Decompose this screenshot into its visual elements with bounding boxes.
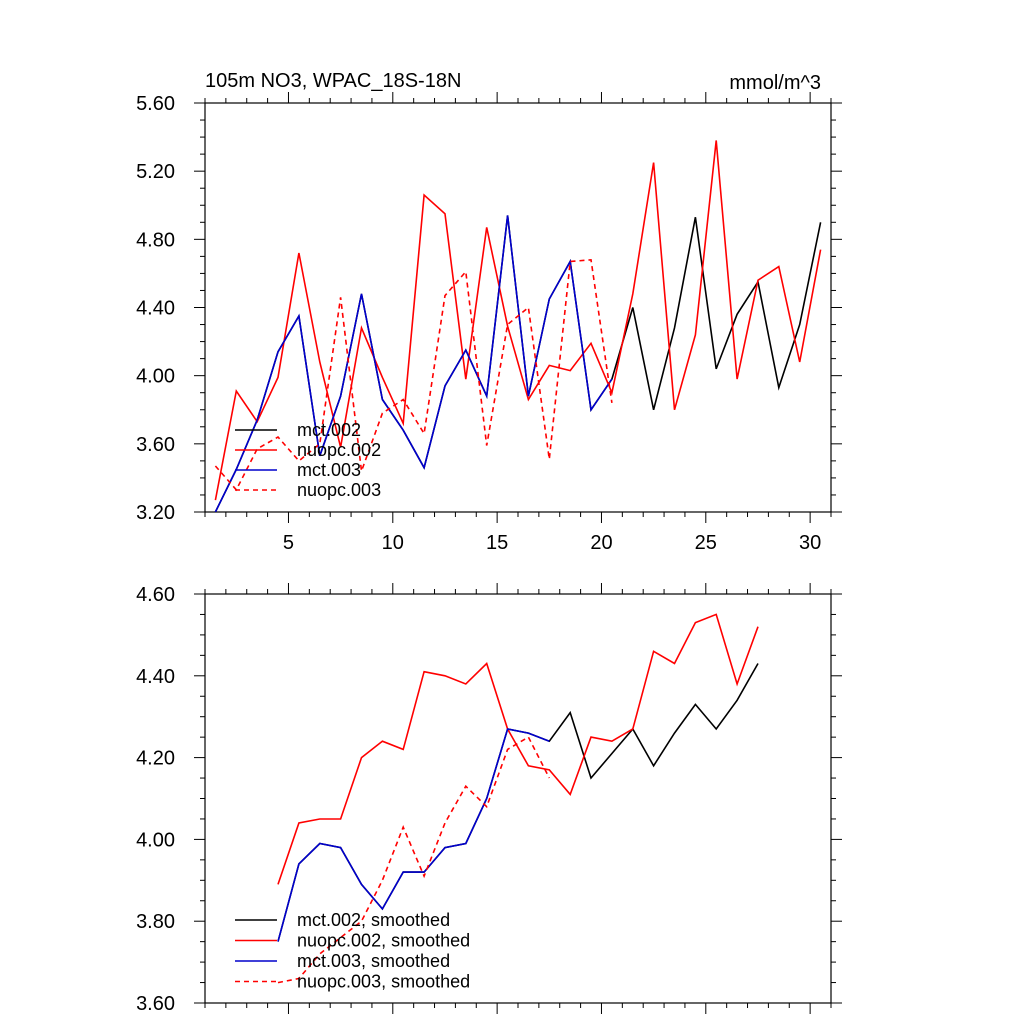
x-axis-ticks: [204, 92, 832, 523]
series-line-mct-003: [214, 215, 613, 512]
x-tick-label: 20: [590, 532, 612, 554]
x-tick-label: 10: [382, 532, 404, 554]
legend-label: nuopc.003: [297, 480, 381, 500]
x-tick-label: 5: [283, 532, 294, 554]
series-group: [277, 613, 759, 984]
y-tick-label: 4.00: [136, 829, 175, 851]
units-label: mmol/m^3: [729, 72, 821, 94]
y-tick-label: 3.80: [136, 911, 175, 933]
legend-label: nuopc.002: [297, 440, 381, 460]
x-tick-label: 30: [799, 532, 821, 554]
x-tick-label: 15: [486, 532, 508, 554]
legend-label: mct.003, smoothed: [297, 951, 450, 971]
x-axis-ticks: [204, 583, 832, 1014]
y-tick-label: 3.20: [136, 502, 175, 524]
y-tick-label: 5.60: [136, 93, 175, 115]
series-group: [214, 140, 822, 512]
legend-label: mct.002: [297, 420, 361, 440]
chart-title: 105m NO3, WPAC_18S-18N: [205, 70, 461, 92]
series-line-nuopc-003: [214, 258, 613, 492]
y-axis-ticks: [194, 102, 842, 513]
series-line-mct-002-smoothed: [277, 663, 759, 942]
bottom-panel: 3.60 3.80 4.00 4.20 4.40 4.60 mct.002, smoothe…: [136, 583, 842, 1015]
series-line-nuopc-002: [214, 140, 822, 501]
y-tick-label: 4.80: [136, 229, 175, 251]
y-tick-label: 4.00: [136, 366, 175, 388]
y-tick-label: 3.60: [136, 434, 175, 456]
y-tick-label: 4.20: [136, 748, 175, 770]
x-tick-label: 25: [695, 532, 717, 554]
y-tick-label: 3.60: [136, 993, 175, 1015]
y-tick-label: 4.60: [136, 584, 175, 606]
series-line-nuopc-003-smoothed: [277, 735, 551, 984]
legend-label: nuopc.003, smoothed: [297, 972, 470, 992]
top-panel: 5 10 15 20 25 30 3.20 3.60 4.00 4.40 4.80 5.20 5.60 1…: [136, 70, 842, 554]
legend-label: nuopc.002, smoothed: [297, 931, 470, 951]
series-line-mct-003-smoothed: [277, 728, 550, 942]
legend-label: mct.002, smoothed: [297, 910, 450, 930]
y-tick-label: 4.40: [136, 666, 175, 688]
series-line-nuopc-002-smoothed: [277, 613, 759, 885]
y-tick-label: 4.40: [136, 298, 175, 320]
y-tick-label: 5.20: [136, 161, 175, 183]
y-axis-ticks: [194, 593, 842, 1004]
legend-label: mct.003: [297, 460, 361, 480]
